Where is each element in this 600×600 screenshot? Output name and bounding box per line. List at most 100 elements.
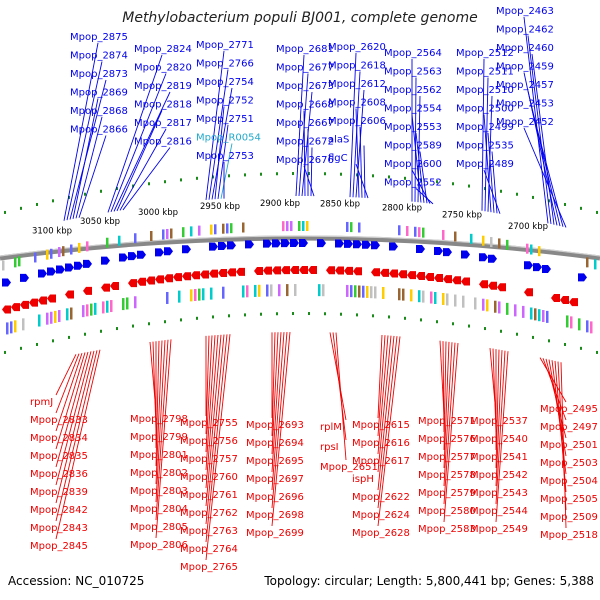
reverse-function-bar: [506, 302, 509, 315]
reverse-function-bar: [534, 308, 537, 321]
tick-mark: [228, 314, 230, 318]
forward-gene-label: Mpop_2766: [196, 59, 254, 70]
reverse-gene-label: Mpop_2833: [30, 415, 88, 426]
reverse-gene-label: Mpop_2578: [418, 470, 476, 481]
reverse-gene-label: Mpop_2577: [418, 452, 476, 463]
reverse-function-bar: [110, 300, 113, 313]
forward-gene-arrow: [416, 244, 425, 253]
scale-label: 2900 kbp: [260, 199, 300, 209]
forward-function-bar: [418, 227, 421, 238]
tick-mark: [452, 182, 454, 186]
forward-function-bar: [106, 237, 109, 248]
leader-line: [205, 334, 222, 507]
leader-line: [419, 151, 428, 204]
scale-label: 2700 kbp: [508, 222, 548, 232]
leader-line: [211, 87, 233, 200]
leader-line: [271, 332, 288, 509]
leader-line: [55, 352, 86, 450]
reverse-gene-label: Mpop_2509: [540, 512, 598, 523]
forward-function-bar: [442, 229, 445, 240]
tick-mark: [548, 339, 550, 343]
forward-function-bar: [182, 227, 185, 238]
reverse-gene-label: Mpop_2757: [180, 454, 238, 465]
forward-function-bar: [226, 223, 229, 234]
reverse-function-bar: [374, 286, 377, 299]
leader-line: [303, 165, 315, 197]
tick-mark: [484, 327, 486, 331]
forward-function-bar: [134, 233, 137, 244]
reverse-function-bar: [362, 285, 365, 298]
tick-mark: [36, 342, 38, 346]
reverse-gene-arrow: [254, 266, 263, 275]
leader-line: [377, 335, 386, 437]
forward-function-bar: [454, 231, 457, 242]
forward-gene-arrow: [155, 248, 164, 257]
forward-gene-arrow: [317, 239, 326, 248]
forward-function-bar: [498, 238, 501, 249]
forward-gene-label: Mpop_2606: [328, 116, 386, 127]
forward-gene-arrow: [479, 253, 488, 262]
reverse-gene-label: Mpop_2805: [130, 522, 188, 533]
forward-gene-label: Mpop_2500: [456, 104, 514, 115]
forward-gene-label: Mpop_2868: [70, 106, 128, 117]
reverse-gene-label: Mpop_2495: [540, 404, 598, 415]
reverse-function-bar: [202, 288, 205, 301]
leader-line: [271, 332, 279, 455]
reverse-gene-arrow: [488, 281, 497, 290]
tick-mark: [52, 339, 54, 343]
reverse-function-bar: [210, 287, 213, 300]
forward-function-bar: [358, 222, 361, 233]
reverse-function-bar: [242, 285, 245, 298]
forward-gene-label: Mpop_2452: [496, 117, 554, 128]
forward-function-bar: [594, 259, 597, 270]
forward-gene-label: Mpop_2459: [496, 62, 554, 73]
tick-mark: [340, 172, 342, 176]
reverse-function-bar: [382, 286, 385, 299]
scale-label: 2850 kbp: [320, 200, 360, 210]
reverse-function-bar: [222, 286, 225, 299]
forward-function-bar: [86, 241, 89, 252]
forward-function-bar: [222, 223, 225, 234]
forward-gene-label: Mpop_2668: [276, 100, 334, 111]
tick-mark: [68, 195, 70, 199]
reverse-gene-label: Mpop_2624: [352, 510, 410, 521]
leader-line: [72, 98, 99, 219]
reverse-gene-label: Mpop_2806: [130, 540, 188, 551]
reverse-gene-label: Mpop_2835: [30, 451, 88, 462]
leader-line: [205, 334, 231, 561]
forward-gene-arrow: [38, 269, 47, 278]
forward-function-bar: [150, 231, 153, 241]
reverse-gene-label: Mpop_2628: [352, 528, 410, 539]
leader-line: [205, 334, 225, 525]
forward-gene-arrow: [533, 263, 542, 272]
leader-line: [443, 341, 447, 451]
forward-strand-labels: Mpop_2875 Mpop_2874 Mpop_2873 Mpop_2869 Mpop…: [70, 6, 554, 189]
reverse-function-bar: [350, 285, 353, 298]
reverse-gene-label: Mpop_2693: [246, 420, 304, 431]
leader-line: [417, 95, 421, 203]
forward-function-bar: [586, 257, 589, 268]
forward-function-bar: [346, 221, 349, 232]
forward-gene-label: Mpop_2667: [276, 118, 334, 129]
tick-mark: [548, 199, 550, 203]
tick-mark: [180, 178, 182, 182]
forward-function-bar: [490, 237, 493, 248]
tick-mark: [116, 187, 118, 191]
reverse-gene-label: Mpop_2576: [418, 434, 476, 445]
reverse-function-bar: [134, 296, 137, 309]
leader-line: [107, 54, 163, 213]
forward-gene-arrow: [65, 263, 74, 272]
reverse-gene-arrow: [389, 269, 398, 278]
reverse-function-bar: [498, 301, 501, 314]
reverse-function-bar: [106, 300, 109, 313]
leader-line: [377, 335, 395, 491]
reverse-gene-label: Mpop_2617: [352, 456, 410, 467]
tick-mark: [276, 172, 278, 176]
forward-function-bar: [414, 226, 417, 237]
tick-mark: [84, 332, 86, 336]
forward-gene-arrow: [119, 253, 128, 262]
leader-line: [487, 132, 495, 213]
reverse-gene-label: Mpop_2843: [30, 523, 88, 534]
forward-gene-label: Mpop_2771: [196, 40, 254, 51]
forward-gene-arrow: [434, 246, 443, 255]
